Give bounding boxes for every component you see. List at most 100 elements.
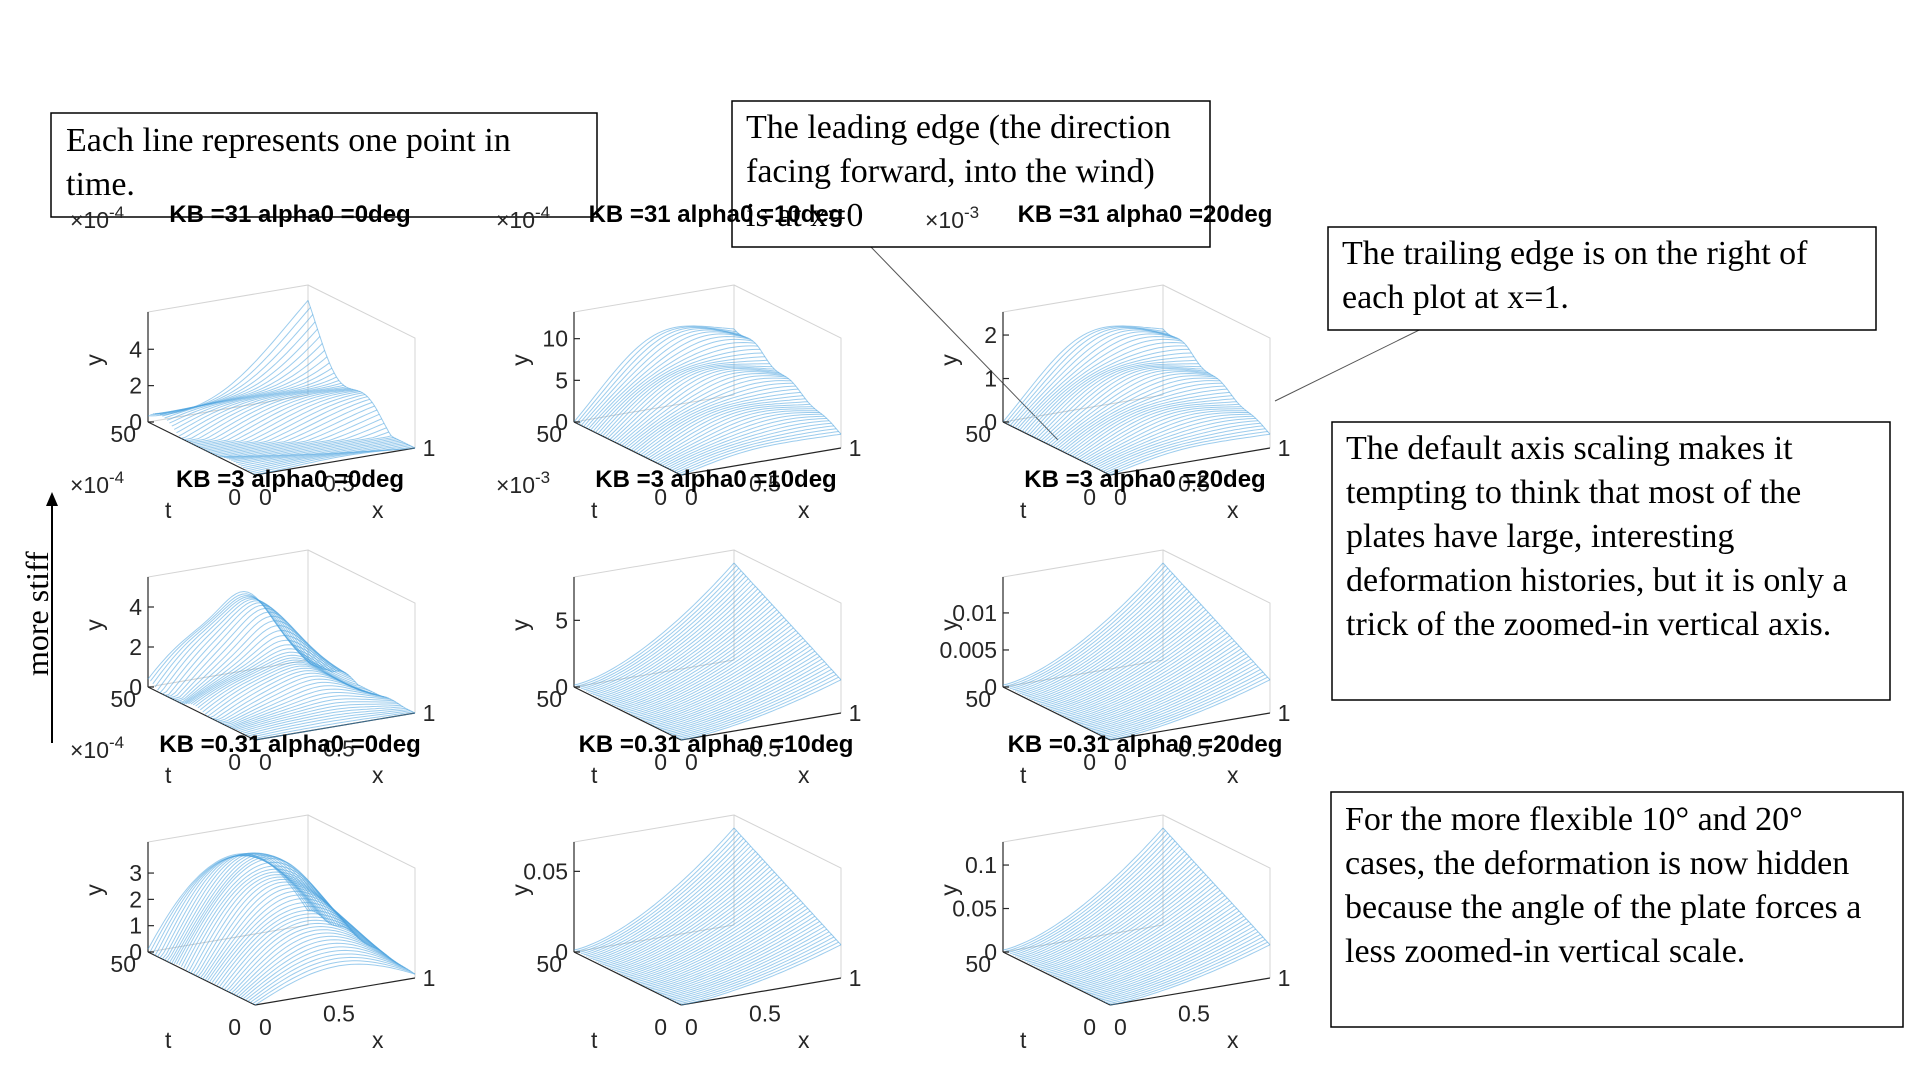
trailing-edge-line: [307, 300, 416, 449]
panel-title: KB =3 alpha0 =10deg: [595, 466, 836, 493]
time-line: [595, 851, 756, 962]
t-tick-label: 0: [654, 749, 667, 775]
time-line: [157, 597, 318, 691]
time-line: [1014, 575, 1176, 692]
t-axis-label: t: [1020, 1027, 1027, 1053]
time-line: [224, 422, 385, 458]
time-line: [1038, 363, 1199, 441]
time-line: [1090, 658, 1252, 731]
time-line: [642, 637, 804, 721]
y-tick-label: 0.005: [939, 637, 997, 663]
time-line: [1021, 338, 1183, 432]
time-line: [1102, 671, 1264, 737]
time-line: [1019, 845, 1180, 960]
time-line: [631, 624, 792, 715]
time-line: [573, 827, 735, 951]
time-line: [1086, 653, 1247, 729]
time-line: [1071, 902, 1233, 986]
time-line: [1052, 882, 1214, 977]
exponent-power: -3: [535, 468, 550, 487]
exponent-power: -3: [964, 203, 979, 222]
time-line: [623, 617, 785, 712]
time-line: [176, 376, 337, 434]
y-axis-label: y: [507, 884, 533, 896]
time-line: [149, 854, 311, 952]
time-line: [1067, 897, 1228, 984]
time-line: [680, 433, 842, 476]
time-line: [1062, 892, 1223, 982]
time-line: [668, 420, 830, 470]
x-tick-label: 1: [1278, 965, 1291, 991]
time-line: [159, 336, 321, 416]
time-line: [1050, 371, 1211, 446]
time-line: [1098, 666, 1259, 735]
x-tick-label: 1: [1278, 435, 1291, 461]
time-line: [1102, 936, 1264, 1002]
time-line: [597, 345, 758, 435]
time-line: [245, 949, 406, 1001]
time-line: [635, 895, 797, 983]
note-each-line: Each line represents one point in time.: [50, 112, 598, 218]
time-line: [578, 327, 739, 425]
exponent-power: -4: [109, 733, 124, 752]
time-line: [205, 394, 366, 451]
time-line: [216, 409, 378, 457]
time-line: [1040, 604, 1202, 706]
x-tick-label: 0.5: [323, 471, 355, 497]
exponent-power: -4: [109, 203, 124, 222]
time-line: [628, 887, 790, 979]
time-line: [1009, 835, 1171, 955]
exponent-label: ×10-3: [496, 468, 550, 498]
t-tick-label: 0: [1083, 484, 1096, 510]
time-line: [576, 326, 737, 424]
time-line: [147, 590, 309, 680]
time-line: [1062, 382, 1223, 452]
time-line: [1093, 661, 1254, 732]
time-line: [1100, 933, 1261, 1001]
y-axis-label: y: [936, 619, 962, 631]
x-tick-label: 0: [259, 1014, 272, 1040]
time-line: [226, 427, 387, 459]
x-axis-label: x: [798, 1027, 810, 1053]
x-tick-label: 0: [1114, 1014, 1127, 1040]
time-line: [592, 338, 754, 432]
time-line: [628, 622, 790, 714]
trailing-edge-line: [1162, 562, 1271, 681]
time-line: [188, 387, 349, 443]
time-line: [645, 398, 806, 458]
t-tick-label: 0: [1083, 749, 1096, 775]
time-line: [1040, 869, 1202, 971]
time-line: [676, 428, 837, 474]
y-tick-label: 0: [984, 674, 997, 700]
time-line: [583, 329, 744, 428]
x-tick-label: 0: [1114, 484, 1127, 510]
time-line: [1045, 874, 1207, 973]
time-line: [164, 602, 325, 696]
t-axis-label: t: [591, 1027, 598, 1053]
time-line: [1074, 640, 1235, 723]
time-line: [597, 588, 759, 698]
t-tick-label: 50: [965, 421, 991, 447]
time-line: [633, 382, 794, 452]
x-tick-label: 1: [423, 435, 436, 461]
time-line: [1107, 676, 1268, 740]
time-line: [147, 300, 309, 417]
x-axis: [254, 977, 416, 1006]
x-axis: [1109, 447, 1271, 476]
exponent-label: ×10-4: [70, 733, 124, 763]
y-tick-label: 0: [555, 674, 568, 700]
time-line: [664, 926, 825, 997]
time-line: [1048, 876, 1209, 974]
exponent-label: ×10-4: [70, 203, 124, 233]
time-line: [242, 441, 404, 469]
time-line: [654, 915, 816, 993]
time-line: [1031, 593, 1192, 701]
time-line: [650, 645, 811, 725]
t-axis-label: t: [591, 762, 598, 788]
t-tick-label: 0: [228, 749, 241, 775]
x-tick-label: 1: [849, 965, 862, 991]
time-line: [654, 408, 815, 463]
time-line: [226, 922, 387, 992]
time-line: [1069, 900, 1230, 985]
